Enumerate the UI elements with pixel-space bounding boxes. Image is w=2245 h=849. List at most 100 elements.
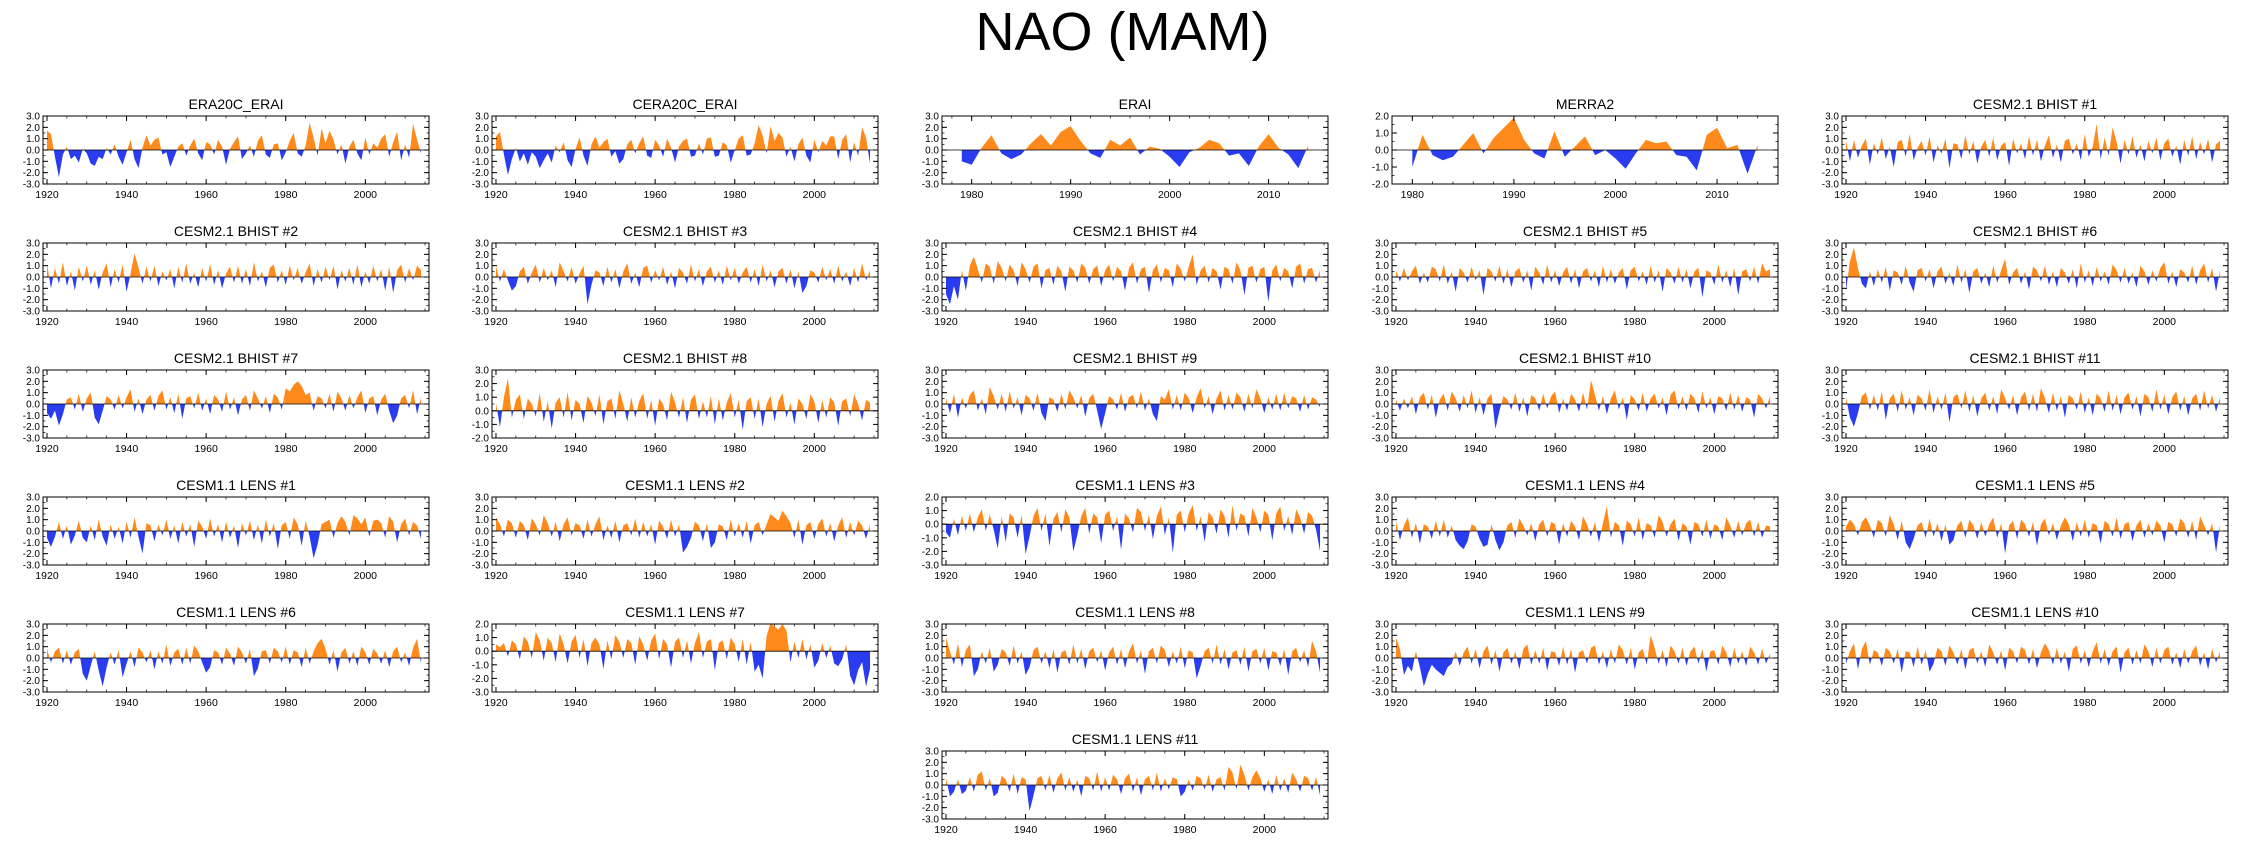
positive-anomaly-area <box>945 387 1321 404</box>
positive-anomaly-area <box>945 254 1321 277</box>
nao-panel: CESM1.1 LENS #63.02.01.00.0-1.0-2.0-3.01… <box>23 604 430 709</box>
y-tick-label: -2.0 <box>922 547 940 558</box>
y-tick-label: 0.0 <box>1825 273 1839 284</box>
negative-anomaly-area <box>495 277 871 305</box>
y-tick-label: -2.0 <box>1372 180 1390 191</box>
y-tick-label: -1.0 <box>472 538 490 549</box>
x-tick-label: 2000 <box>1253 570 1277 582</box>
y-tick-label: 3.0 <box>475 366 489 377</box>
y-tick-label: 3.0 <box>475 493 489 504</box>
y-tick-label: 2.0 <box>475 250 489 261</box>
x-tick-label: 1960 <box>194 316 218 328</box>
x-tick-label: 1940 <box>1914 697 1938 709</box>
x-tick-label: 2000 <box>2153 443 2177 455</box>
x-tick-label: 1980 <box>723 697 747 709</box>
panel-title: CESM1.1 LENS #9 <box>1525 604 1645 620</box>
x-tick-label: 1940 <box>564 189 588 201</box>
negative-anomaly-area <box>945 277 1321 305</box>
x-tick-label: 2000 <box>1253 824 1277 836</box>
y-tick-label: 1.0 <box>925 642 939 653</box>
y-tick-label: -3.0 <box>1372 434 1390 445</box>
y-tick-label: 1.0 <box>1825 515 1839 526</box>
negative-anomaly-area <box>1845 150 2221 169</box>
negative-anomaly-area <box>1412 150 1758 174</box>
y-tick-label: 2.0 <box>1825 631 1839 642</box>
x-tick-label: 1960 <box>643 189 667 201</box>
y-tick-label: 0.0 <box>475 273 489 284</box>
nao-panel: CESM1.1 LENS #7 2.0 1.0 0.0 -1.0 -2.0 -3.01920… <box>472 604 879 709</box>
y-tick-label: 1.0 <box>26 388 40 399</box>
x-tick-label: 1980 <box>1623 443 1647 455</box>
y-tick-label: 0.0 <box>925 273 939 284</box>
y-tick-label: -2.0 <box>922 295 940 306</box>
y-tick-label: -2.0 <box>1372 676 1390 687</box>
y-tick-label: 2.0 <box>925 493 939 504</box>
panel-title: CESM2.1 BHIST #5 <box>1523 223 1647 239</box>
x-tick-label: 1940 <box>564 443 588 455</box>
x-tick-label: 1980 <box>723 443 747 455</box>
y-tick-label: -3.0 <box>23 307 41 318</box>
negative-anomaly-area <box>945 524 1321 555</box>
x-tick-label: 1940 <box>1014 570 1038 582</box>
nao-panel: CESM1.1 LENS #13.02.01.00.0-1.0-2.0-3.01… <box>23 477 430 582</box>
y-tick-label: -1.0 <box>472 284 490 295</box>
nao-panel: CESM2.1 BHIST #9 3.02.01.00.0-1.0-2.0-3.0… <box>922 350 1329 455</box>
y-tick-label: 2.0 <box>475 379 489 390</box>
y-tick-label: 3.0 <box>1825 620 1839 631</box>
positive-anomaly-area <box>945 764 1321 785</box>
x-tick-label: 1980 <box>274 443 298 455</box>
x-tick-label: 1980 <box>2073 570 2097 582</box>
x-tick-label: 2000 <box>803 189 827 201</box>
x-tick-label: 1940 <box>1914 189 1938 201</box>
nao-panel: CESM2.1 BHIST #4 3.02.01.00.0-1.0-2.0-3.0… <box>922 223 1329 328</box>
y-tick-label: 2.0 <box>475 504 489 515</box>
negative-anomaly-area <box>495 531 871 553</box>
y-tick-label: 1.0 <box>1375 261 1389 272</box>
x-tick-label: 1920 <box>934 570 958 582</box>
y-tick-label: 0.0 <box>475 527 489 538</box>
y-tick-label: -2.0 <box>1372 422 1390 433</box>
x-tick-label: 1960 <box>1543 443 1567 455</box>
x-tick-label: 2000 <box>1158 189 1182 201</box>
x-tick-label: 1960 <box>194 443 218 455</box>
y-tick-label: 0.0 <box>1825 400 1839 411</box>
y-tick-label: 3.0 <box>925 620 939 631</box>
y-tick-label: -1.0 <box>23 157 41 168</box>
positive-anomaly-area <box>1845 515 2221 531</box>
y-tick-label: -1.0 <box>1372 538 1390 549</box>
x-tick-label: 1940 <box>1464 697 1488 709</box>
y-tick-label: 2.0 <box>1825 377 1839 388</box>
x-tick-label: 1960 <box>1093 697 1117 709</box>
y-tick-label: -3.0 <box>922 561 940 572</box>
x-tick-label: 1990 <box>1502 189 1526 201</box>
x-tick-label: 1920 <box>35 443 59 455</box>
positive-anomaly-area <box>46 515 422 531</box>
y-tick-label: 3.0 <box>1375 493 1389 504</box>
x-tick-label: 2000 <box>354 697 378 709</box>
y-tick-label: -2.0 <box>472 295 490 306</box>
positive-anomaly-area <box>495 262 871 277</box>
y-tick-label: 3.0 <box>475 239 489 250</box>
y-tick-label: -2.0 <box>472 674 490 685</box>
y-tick-label: 0.0 <box>26 527 40 538</box>
y-tick-label: -1.0 <box>1822 538 1840 549</box>
x-tick-label: 1920 <box>1384 697 1408 709</box>
positive-anomaly-area <box>495 510 871 531</box>
y-tick-label: 3.0 <box>1825 239 1839 250</box>
x-tick-label: 1980 <box>274 316 298 328</box>
y-tick-label: 1.0 <box>1825 388 1839 399</box>
x-tick-label: 1940 <box>564 316 588 328</box>
y-tick-label: -3.0 <box>922 688 940 699</box>
x-tick-label: 1980 <box>2073 443 2097 455</box>
y-tick-label: -1.0 <box>922 533 940 544</box>
positive-anomaly-area <box>46 253 422 277</box>
y-tick-label: 0.0 <box>925 654 939 665</box>
y-tick-label: 3.0 <box>475 112 489 123</box>
y-tick-label: -2.0 <box>922 422 940 433</box>
y-tick-label: -3.0 <box>23 180 41 191</box>
nao-panel: MERRA2 2.0 1.0 0.0 -1.0 -2.0 1980 1990 2000 2010 <box>1372 96 1779 201</box>
panel-title: CESM1.1 LENS #3 <box>1075 477 1195 493</box>
x-tick-label: 1940 <box>1914 316 1938 328</box>
y-tick-label: 2.0 <box>1375 631 1389 642</box>
